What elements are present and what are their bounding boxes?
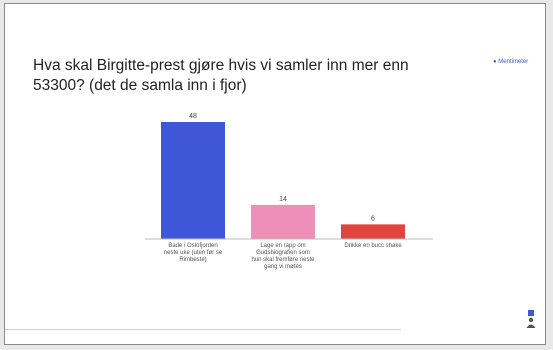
bar-label-3: Drikke en bucc shake <box>344 243 402 249</box>
bar-value-1: 48 <box>189 113 197 120</box>
footer-divider <box>5 329 401 330</box>
brand-name: Mentimeter <box>498 59 529 65</box>
person-icon[interactable] <box>525 310 537 328</box>
bar-3 <box>341 224 405 239</box>
bar-2 <box>251 204 315 239</box>
bar-label-1: Bade i Oslofjorden neste uke (uten før s… <box>163 243 223 263</box>
question-title: Hva skal Birgitte-prest gjøre hvis vi sa… <box>33 57 409 94</box>
brand-logo: ● Mentimeter <box>493 59 529 65</box>
bar-value-2: 14 <box>279 196 287 203</box>
presentation-slide: Hva skal Birgitte-prest gjøre hvis vi sa… <box>4 3 546 345</box>
bar-label-2: Lage en rapp om Gudsbiografien som hun s… <box>251 243 315 270</box>
bar-chart: 48 14 6 <box>145 113 433 240</box>
bar-1 <box>161 122 225 239</box>
bar-value-3: 6 <box>371 215 375 222</box>
